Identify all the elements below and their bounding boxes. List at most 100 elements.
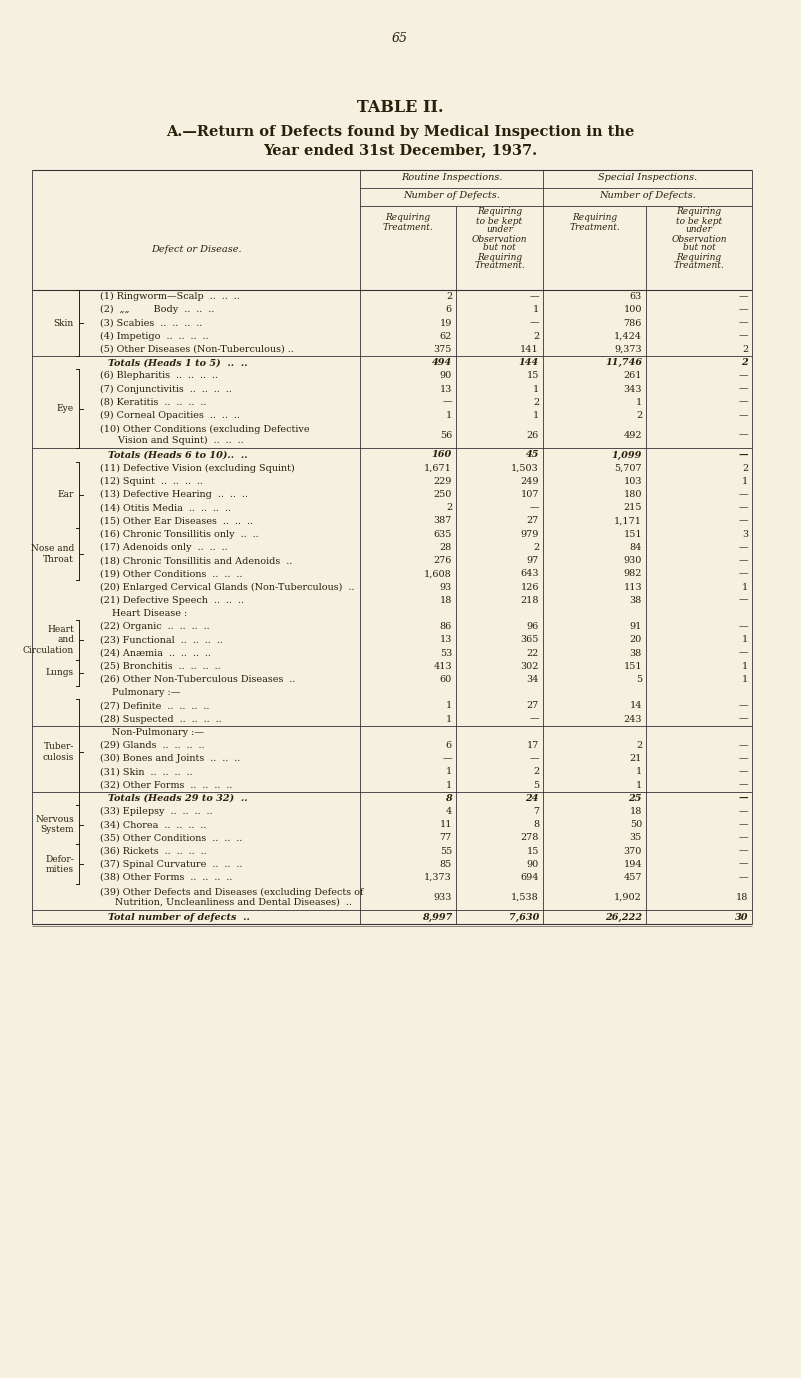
Text: —: — — [739, 411, 748, 420]
Text: Defect or Disease.: Defect or Disease. — [151, 245, 241, 255]
Text: (22) Organic  ..  ..  ..  ..: (22) Organic .. .. .. .. — [100, 621, 210, 631]
Text: 215: 215 — [623, 503, 642, 513]
Text: —: — — [739, 741, 748, 750]
Text: 250: 250 — [433, 491, 452, 499]
Text: (38) Other Forms  ..  ..  ..  ..: (38) Other Forms .. .. .. .. — [100, 872, 232, 882]
Text: —: — — [739, 872, 748, 882]
Text: 1: 1 — [742, 661, 748, 671]
Text: (24) Anæmia  ..  ..  ..  ..: (24) Anæmia .. .. .. .. — [100, 649, 211, 657]
Text: —: — — [739, 503, 748, 513]
Text: Heart
and
Circulation: Heart and Circulation — [22, 624, 74, 655]
Text: 91: 91 — [630, 621, 642, 631]
Text: 62: 62 — [440, 332, 452, 340]
Text: 60: 60 — [440, 675, 452, 683]
Text: 1: 1 — [742, 675, 748, 683]
Text: 2: 2 — [533, 543, 539, 553]
Text: —: — — [442, 398, 452, 407]
Text: 141: 141 — [521, 344, 539, 354]
Text: 24: 24 — [525, 794, 539, 803]
Text: 13: 13 — [440, 384, 452, 394]
Text: —: — — [739, 595, 748, 605]
Text: Number of Defects.: Number of Defects. — [599, 192, 696, 201]
Text: 249: 249 — [521, 477, 539, 486]
Text: —: — — [739, 780, 748, 790]
Text: Total number of defects  ..: Total number of defects .. — [108, 912, 250, 922]
Text: —: — — [529, 318, 539, 328]
Text: 643: 643 — [521, 569, 539, 579]
Text: (31) Skin  ..  ..  ..  ..: (31) Skin .. .. .. .. — [100, 768, 192, 776]
Text: 278: 278 — [521, 834, 539, 842]
Text: but not: but not — [483, 244, 516, 252]
Text: —: — — [739, 715, 748, 723]
Text: —: — — [739, 569, 748, 579]
Text: 90: 90 — [527, 860, 539, 868]
Text: 8: 8 — [445, 794, 452, 803]
Text: 13: 13 — [440, 635, 452, 645]
Text: Ear: Ear — [58, 491, 74, 499]
Text: Pulmonary :—: Pulmonary :— — [100, 688, 180, 697]
Text: 27: 27 — [527, 701, 539, 710]
Text: Routine Inspections.: Routine Inspections. — [400, 174, 502, 182]
Text: —: — — [442, 754, 452, 763]
Text: Eye: Eye — [57, 404, 74, 413]
Text: 933: 933 — [433, 893, 452, 901]
Text: (25) Bronchitis  ..  ..  ..  ..: (25) Bronchitis .. .. .. .. — [100, 661, 220, 671]
Text: —: — — [529, 754, 539, 763]
Text: 1: 1 — [636, 768, 642, 776]
Text: 15: 15 — [526, 846, 539, 856]
Text: 65: 65 — [392, 32, 408, 44]
Text: 3: 3 — [742, 529, 748, 539]
Text: 53: 53 — [440, 649, 452, 657]
Text: Nose and
Throat: Nose and Throat — [30, 544, 74, 564]
Text: 151: 151 — [623, 529, 642, 539]
Text: 160: 160 — [432, 451, 452, 459]
Text: 370: 370 — [624, 846, 642, 856]
Text: 302: 302 — [521, 661, 539, 671]
Text: 22: 22 — [527, 649, 539, 657]
Text: 1,608: 1,608 — [425, 569, 452, 579]
Text: 34: 34 — [526, 675, 539, 683]
Text: 1: 1 — [742, 635, 748, 645]
Text: 84: 84 — [630, 543, 642, 553]
Text: to be kept: to be kept — [477, 216, 522, 226]
Text: —: — — [739, 834, 748, 842]
Text: 1: 1 — [636, 780, 642, 790]
Text: 11: 11 — [440, 820, 452, 830]
Text: to be kept: to be kept — [676, 216, 722, 226]
Text: 77: 77 — [440, 834, 452, 842]
Text: 113: 113 — [623, 583, 642, 591]
Text: 18: 18 — [440, 595, 452, 605]
Text: (6) Blepharitis  ..  ..  ..  ..: (6) Blepharitis .. .. .. .. — [100, 371, 218, 380]
Text: Heart Disease :: Heart Disease : — [100, 609, 187, 617]
Text: 18: 18 — [630, 808, 642, 816]
Text: 492: 492 — [623, 431, 642, 440]
Text: 50: 50 — [630, 820, 642, 830]
Text: Defor-
mities: Defor- mities — [45, 854, 74, 874]
Text: (35) Other Conditions  ..  ..  ..: (35) Other Conditions .. .. .. — [100, 834, 242, 842]
Text: 2: 2 — [636, 741, 642, 750]
Text: —: — — [739, 808, 748, 816]
Text: (7) Conjunctivitis  ..  ..  ..  ..: (7) Conjunctivitis .. .. .. .. — [100, 384, 231, 394]
Text: 100: 100 — [623, 306, 642, 314]
Text: —: — — [739, 384, 748, 394]
Text: 19: 19 — [440, 318, 452, 328]
Text: (27) Definite  ..  ..  ..  ..: (27) Definite .. .. .. .. — [100, 701, 209, 710]
Text: 1,503: 1,503 — [511, 464, 539, 473]
Text: (36) Rickets  ..  ..  ..  ..: (36) Rickets .. .. .. .. — [100, 846, 207, 856]
Text: 30: 30 — [735, 912, 748, 922]
Text: Year ended 31st December, 1937.: Year ended 31st December, 1937. — [263, 143, 537, 157]
Text: Skin: Skin — [54, 318, 74, 328]
Text: 1,902: 1,902 — [614, 893, 642, 901]
Text: —: — — [739, 517, 748, 525]
Text: 4: 4 — [445, 808, 452, 816]
Text: 5: 5 — [636, 675, 642, 683]
Text: Requiring: Requiring — [676, 252, 722, 262]
Text: 276: 276 — [433, 557, 452, 565]
Text: (18) Chronic Tonsillitis and Adenoids  ..: (18) Chronic Tonsillitis and Adenoids .. — [100, 557, 292, 565]
Text: 35: 35 — [630, 834, 642, 842]
Text: —: — — [739, 557, 748, 565]
Text: 1: 1 — [445, 411, 452, 420]
Text: (23) Functional  ..  ..  ..  ..: (23) Functional .. .. .. .. — [100, 635, 223, 645]
Text: (29) Glands  ..  ..  ..  ..: (29) Glands .. .. .. .. — [100, 741, 204, 750]
Text: 25: 25 — [629, 794, 642, 803]
